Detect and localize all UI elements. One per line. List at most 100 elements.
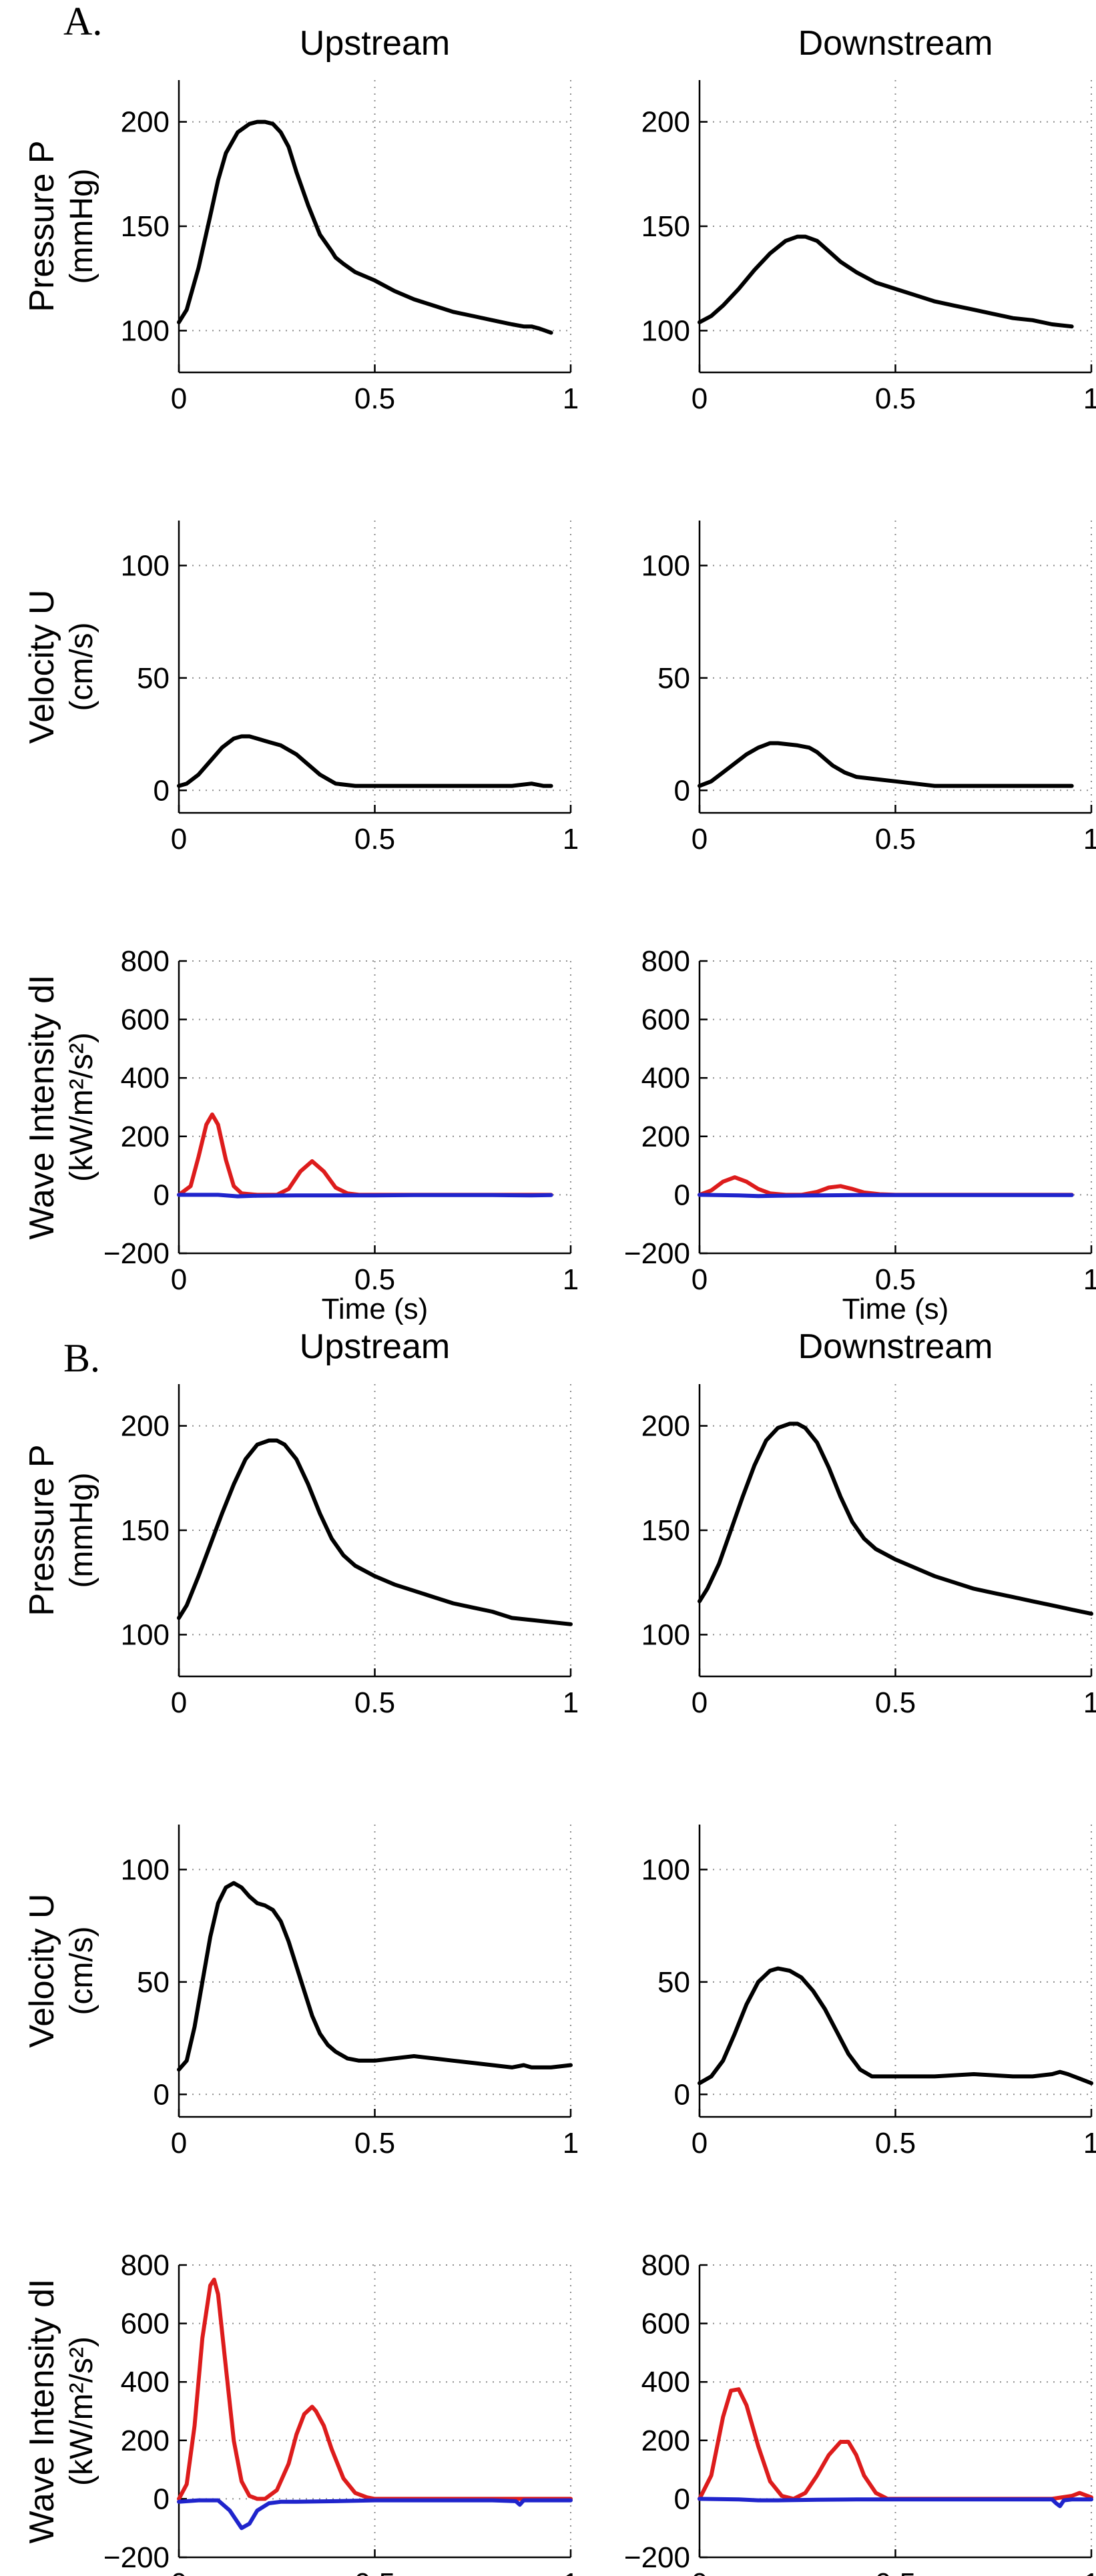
y-tick-label: 200 (121, 2425, 170, 2457)
x-axis-label: Time (s) (842, 1293, 949, 1325)
forward-wave-line (177, 1112, 553, 1197)
column-header: Upstream (300, 24, 450, 63)
y-tick-label: 100 (641, 549, 690, 582)
x-tick-label: 0 (692, 382, 708, 415)
y-tick-label: 600 (121, 1004, 170, 1036)
x-tick-label: 1 (1083, 1686, 1096, 1719)
y-tick-label: 200 (641, 2425, 690, 2457)
chart-panel: 0 0.5 1 0 50 100 (641, 1825, 1096, 2160)
y-tick-label: 0 (674, 1179, 690, 1211)
x-tick-label: 0 (692, 823, 708, 856)
x-tick-label: 0 (171, 2567, 187, 2576)
x-tick-label: 0 (171, 2127, 187, 2160)
chart-panel: 0 0.5 1 100 150 200 (641, 80, 1096, 415)
y-tick-label: 600 (641, 1004, 690, 1036)
y-tick-label: 100 (641, 1853, 690, 1886)
x-tick-label: 0.5 (875, 1686, 916, 1719)
y-tick-label: 600 (641, 2308, 690, 2340)
x-tick-label: 0 (692, 1686, 708, 1719)
x-tick-label: 0 (692, 2127, 708, 2160)
x-tick-label: 1 (563, 823, 579, 856)
y-tick-label: 100 (641, 314, 690, 347)
x-tick-label: 0.5 (354, 2567, 395, 2576)
y-tick-label: 200 (121, 106, 170, 139)
x-tick-label: 1 (563, 2567, 579, 2576)
y-tick-label: 100 (121, 549, 170, 582)
ylabel-line: Wave Intensity dI (23, 975, 61, 1240)
chart-panel: 0 0.5 1 0 50 100 (641, 521, 1096, 856)
x-tick-label: 0.5 (354, 382, 395, 415)
y-tick-label: −200 (103, 1237, 170, 1270)
x-tick-label: 1 (1083, 2127, 1096, 2160)
ylabel-units-line: (mmHg) (64, 168, 99, 284)
chart-panel: 0 0.5 1 100 150 200 (641, 1384, 1096, 1719)
ylabel: Velocity U (cm/s) (23, 1893, 99, 2047)
ylabel-units-line: (cm/s) (64, 622, 99, 711)
chart-panel: 0 0.5 1 0 50 100 (121, 1825, 579, 2160)
ylabel-units-line: (kW/m²/s²) (64, 1032, 99, 1182)
series-line (698, 1966, 1093, 2085)
y-tick-label: −200 (624, 1237, 690, 1270)
y-tick-label: −200 (624, 2541, 690, 2574)
x-tick-label: 0.5 (354, 1686, 395, 1719)
x-tick-label: 0.5 (875, 2127, 916, 2160)
ylabel-line: Velocity U (23, 589, 61, 743)
y-tick-label: 200 (641, 1120, 690, 1153)
x-tick-label: 0.5 (875, 382, 916, 415)
y-tick-label: 800 (121, 945, 170, 978)
x-tick-label: 1 (563, 2127, 579, 2160)
y-tick-label: 200 (121, 1120, 170, 1153)
backward-wave-line (698, 2497, 1093, 2509)
y-tick-label: 50 (137, 662, 170, 695)
panel-letter: B. (63, 1336, 100, 1380)
x-tick-label: 0 (692, 1263, 708, 1296)
y-tick-label: 800 (641, 945, 690, 978)
y-tick-label: 0 (154, 774, 170, 807)
y-tick-label: 400 (641, 1062, 690, 1094)
y-tick-label: 50 (137, 1966, 170, 1999)
series-line (177, 1438, 573, 1626)
y-tick-label: 400 (121, 2366, 170, 2398)
x-tick-label: 0.5 (354, 1263, 395, 1296)
forward-wave-line (698, 1175, 1074, 1197)
x-tick-label: 1 (1083, 823, 1096, 856)
y-tick-label: 150 (641, 210, 690, 243)
y-tick-label: 150 (641, 1514, 690, 1547)
x-tick-label: 0.5 (875, 2567, 916, 2576)
series-line (698, 741, 1074, 788)
backward-wave-line (177, 1193, 553, 1199)
x-tick-label: 0 (692, 2567, 708, 2576)
series-line (177, 1881, 573, 2072)
backward-wave-line (177, 2498, 573, 2531)
y-tick-label: 50 (657, 662, 690, 695)
x-tick-label: 0.5 (354, 823, 395, 856)
ylabel-units-line: (kW/m²/s²) (64, 2336, 99, 2486)
y-tick-label: 400 (641, 2366, 690, 2398)
ylabel: Pressure P (mmHg) (23, 140, 99, 312)
panel-letter: A. (63, 0, 102, 43)
y-tick-label: 50 (657, 1966, 690, 1999)
ylabel-line: Pressure P (23, 140, 61, 312)
y-tick-label: 200 (121, 1410, 170, 1443)
series-line (698, 234, 1074, 329)
series-line (177, 734, 553, 788)
y-tick-label: 600 (121, 2308, 170, 2340)
x-tick-label: 1 (1083, 2567, 1096, 2576)
y-tick-label: 100 (121, 1618, 170, 1651)
series-line (698, 1421, 1093, 1616)
ylabel-units-line: (mmHg) (64, 1472, 99, 1588)
y-tick-label: 0 (674, 2483, 690, 2515)
ylabel: Wave Intensity dI (kW/m²/s²) (23, 975, 99, 1240)
y-tick-label: 150 (121, 1514, 170, 1547)
x-tick-label: 1 (563, 1263, 579, 1296)
x-tick-label: 1 (563, 1686, 579, 1719)
x-tick-label: 0 (171, 382, 187, 415)
ylabel: Pressure P (mmHg) (23, 1444, 99, 1616)
y-tick-label: 100 (121, 314, 170, 347)
y-tick-label: 0 (674, 774, 690, 807)
